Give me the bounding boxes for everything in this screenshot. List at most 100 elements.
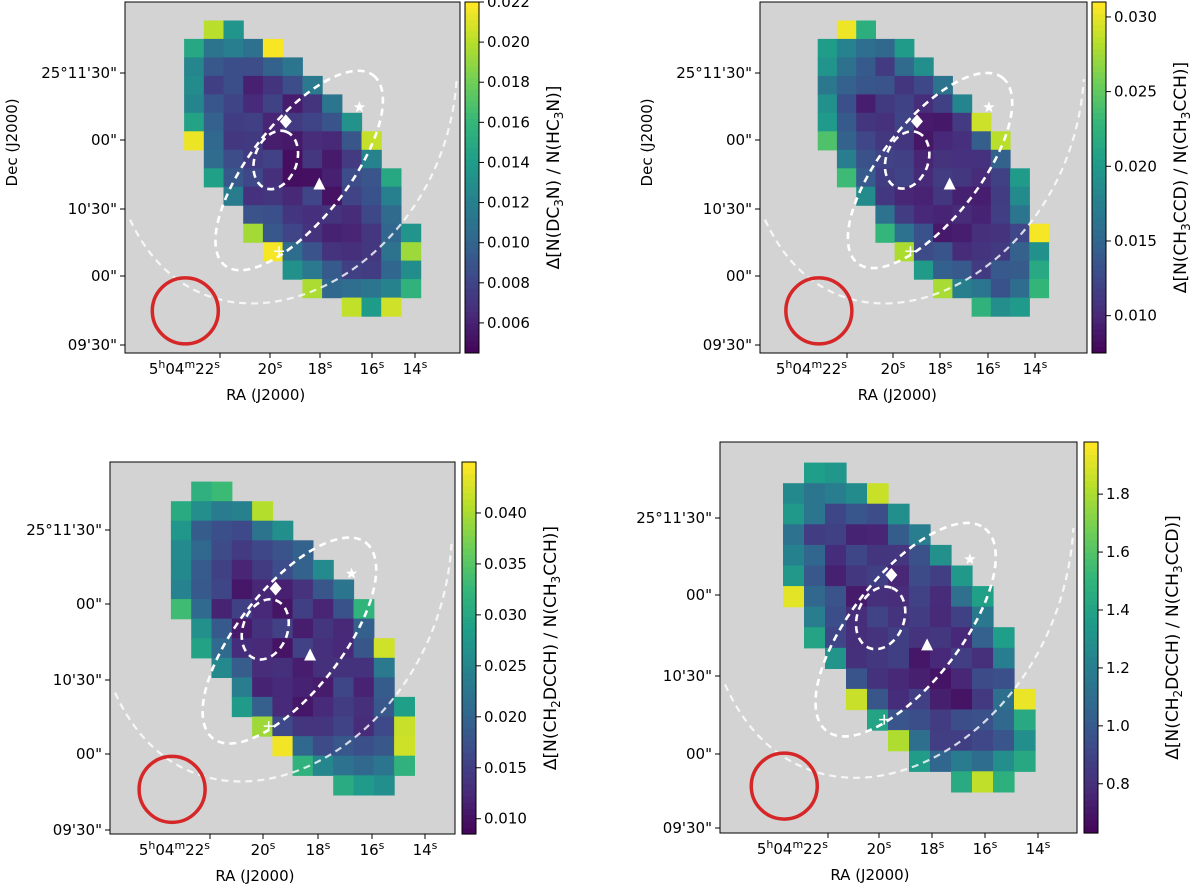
heatmap-cell — [783, 565, 805, 587]
colorbar-segment — [462, 796, 476, 804]
heatmap-cell — [972, 688, 994, 711]
heatmap-cell — [302, 223, 323, 243]
colorbar-segment — [1084, 780, 1098, 788]
y-tick-label: 00" — [686, 586, 712, 604]
colorbar-segment — [462, 474, 476, 482]
tick-sup: h — [785, 358, 792, 371]
heatmap-cell — [875, 131, 896, 151]
colorbar-segment — [465, 83, 479, 91]
colorbar-segment — [1084, 572, 1098, 580]
colorbar-segment — [1092, 154, 1106, 161]
heatmap-cell — [1010, 205, 1030, 225]
tick-part: 00" — [686, 586, 712, 604]
heatmap-cell — [909, 688, 931, 711]
colorbar-segment — [462, 610, 476, 618]
heatmap-cell — [191, 540, 213, 561]
heatmap-cell — [930, 606, 952, 628]
heatmap-cell — [353, 618, 375, 639]
colorbar-segment — [462, 617, 476, 624]
colorbar-segment — [462, 759, 476, 767]
heatmap — [170, 481, 415, 796]
heatmap-cell — [972, 668, 994, 690]
colorbar-segment — [1084, 591, 1098, 599]
heatmap-cell — [875, 94, 896, 114]
tick-part: 5 — [776, 360, 786, 378]
heatmap-cell — [990, 260, 1011, 280]
heatmap-cell — [322, 260, 343, 280]
heatmap-cell — [341, 186, 363, 206]
y-tick-label: 25°11'30" — [676, 64, 752, 82]
heatmap-cell — [341, 149, 363, 169]
y-axis-label: Dec (J2000) — [638, 98, 656, 186]
heatmap-cell — [888, 709, 910, 731]
heatmap-cell — [825, 586, 847, 608]
colorbar-segment — [1092, 159, 1106, 167]
contour-inner — [854, 585, 907, 651]
colorbar-segment — [1084, 455, 1098, 463]
heatmap-cell — [353, 716, 375, 737]
tick-part: 10'30" — [68, 200, 117, 218]
heatmap-cell — [191, 618, 213, 639]
colorbar-segment — [462, 660, 476, 668]
heatmap-cell — [990, 168, 1011, 188]
contour-outer — [763, 79, 1085, 305]
colorbar-label: Δ[N(CH3​CCD) / N(CH3​CCH)] — [1171, 62, 1193, 293]
colorbar-tick-label: 0.025 — [1114, 83, 1157, 101]
heatmap-cell — [211, 657, 233, 678]
y-tick-label: 25°11'30" — [26, 521, 102, 539]
panel-1: 25°11'30" 00" 10'30" 00" 09'30" 5h​04m​22s​ 20… — [3, 0, 566, 404]
colorbar-segment — [1084, 650, 1098, 658]
colorbar-segment — [462, 517, 476, 525]
beam-circle — [749, 751, 820, 821]
colorbar-segment — [1092, 259, 1106, 266]
label-part: CCD) / N(CH — [1171, 119, 1191, 223]
heatmap-cell — [252, 696, 273, 718]
tick-sup: s — [939, 838, 945, 851]
heatmap-cell — [1029, 279, 1050, 299]
heatmap-cell — [804, 565, 826, 587]
colorbar-segment — [465, 66, 479, 73]
heatmap-cell — [203, 168, 225, 188]
colorbar-segment — [1092, 224, 1106, 231]
heatmap-cell — [341, 168, 363, 188]
heatmap-cell — [341, 112, 363, 132]
heatmap-cell — [262, 131, 284, 151]
colorbar-segment — [462, 803, 476, 810]
y-tick-label: 00" — [76, 595, 102, 613]
colorbar-segment — [1092, 312, 1106, 319]
heatmap-cell — [1010, 186, 1030, 206]
colorbar-segment — [465, 154, 479, 161]
heatmap-cell — [191, 579, 213, 600]
x-tick-label: 18s​ — [920, 838, 945, 858]
heatmap-cell — [211, 618, 233, 639]
heatmap-cell — [817, 94, 838, 114]
tick-part: 25°11'30" — [41, 64, 117, 82]
heatmap-cell — [262, 38, 284, 58]
colorbar-segment — [462, 790, 476, 798]
heatmap-cell — [856, 186, 876, 206]
heatmap-cell — [846, 524, 868, 546]
tick-part: 16 — [973, 840, 992, 858]
tick-part: 09'30" — [663, 819, 712, 837]
colorbar-segment — [465, 300, 479, 307]
x-axis-label: RA (J2000) — [858, 386, 937, 404]
contour-mid — [846, 71, 1014, 270]
heatmap-cell — [353, 696, 375, 718]
heatmap-cell — [867, 606, 889, 628]
colorbar: 0.022 0.020 0.018 0.016 0.014 0.012 0.010 0.008… — [464, 0, 566, 354]
heatmap-cell — [191, 481, 213, 502]
heatmap-cell — [353, 657, 375, 678]
colorbar-segment — [1092, 54, 1106, 61]
heatmap-cell — [231, 657, 253, 678]
heatmap-cell — [333, 599, 355, 620]
heatmap-cell — [302, 242, 323, 262]
colorbar-segment — [1084, 709, 1098, 717]
tick-part: 10'30" — [663, 667, 712, 685]
colorbar-tick-label: 0.015 — [1114, 232, 1157, 250]
colorbar-segment — [1084, 494, 1098, 502]
heatmap-cell — [825, 647, 847, 669]
heatmap — [817, 20, 1050, 317]
heatmap-cell — [930, 647, 952, 669]
colorbar-segment — [1084, 618, 1098, 626]
tick-part: 04 — [773, 840, 792, 858]
